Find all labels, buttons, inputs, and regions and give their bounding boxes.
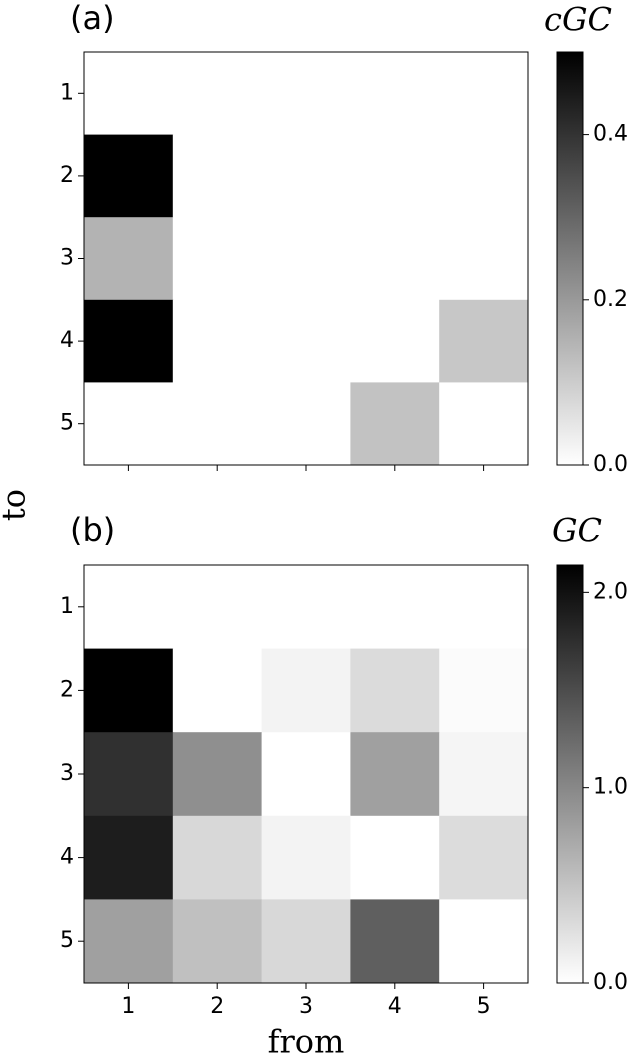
heatmap-cell bbox=[84, 299, 174, 383]
heatmap-cell bbox=[439, 565, 529, 650]
x-tick-label: 5 bbox=[477, 994, 491, 1019]
panel-label: (a) bbox=[70, 0, 115, 37]
heatmap-cell bbox=[172, 382, 263, 466]
heatmap-cell bbox=[350, 648, 440, 733]
colorbar-label: GC bbox=[552, 512, 602, 550]
heatmap-cell bbox=[172, 134, 263, 218]
heatmap-cell bbox=[439, 732, 529, 817]
heatmap-cell bbox=[350, 299, 440, 383]
heatmap-cell bbox=[261, 134, 351, 218]
heatmap-cell bbox=[350, 217, 440, 301]
y-tick-label: 3 bbox=[60, 246, 74, 271]
y-tick-label: 3 bbox=[60, 761, 74, 786]
heatmap-cell bbox=[84, 217, 174, 301]
heatmap-cell bbox=[439, 899, 529, 984]
heatmap-cell bbox=[84, 52, 174, 136]
heatmap-cell bbox=[439, 299, 529, 383]
heatmap-cell bbox=[261, 732, 351, 817]
colorbar-tick-label: 0.4 bbox=[593, 122, 628, 147]
heatmap-cell bbox=[172, 899, 263, 984]
y-tick-label: 1 bbox=[60, 80, 74, 105]
heatmap-cell bbox=[84, 648, 174, 733]
heatmap-cell bbox=[172, 815, 263, 900]
heatmap-cell bbox=[84, 815, 174, 900]
heatmap-cell bbox=[350, 815, 440, 900]
x-axis-label: from bbox=[268, 1023, 345, 1060]
heatmap-cell bbox=[261, 217, 351, 301]
heatmap-cell bbox=[350, 134, 440, 218]
x-tick-label: 1 bbox=[121, 994, 135, 1019]
heatmap-cell bbox=[172, 565, 263, 650]
heatmap-cell bbox=[439, 217, 529, 301]
heatmap-cell bbox=[439, 134, 529, 218]
heatmap-cell bbox=[439, 52, 529, 136]
panel-label: (b) bbox=[70, 511, 115, 549]
heatmap-cell bbox=[84, 565, 174, 650]
heatmap-cell bbox=[261, 299, 351, 383]
heatmap-cell bbox=[84, 382, 174, 466]
heatmap-cell bbox=[84, 732, 174, 817]
heatmap-cell bbox=[350, 899, 440, 984]
heatmap-cell bbox=[261, 565, 351, 650]
colorbar-tick-label: 1.0 bbox=[593, 775, 628, 800]
heatmap-cell bbox=[172, 299, 263, 383]
heatmap-cell bbox=[261, 815, 351, 900]
y-axis-label: to bbox=[0, 489, 33, 521]
heatmap-cell bbox=[172, 52, 263, 136]
heatmap-cell bbox=[439, 815, 529, 900]
y-tick-label: 2 bbox=[60, 677, 74, 702]
y-tick-label: 5 bbox=[60, 928, 74, 953]
heatmap-cell bbox=[439, 648, 529, 733]
heatmap-cell bbox=[84, 899, 174, 984]
y-tick-label: 4 bbox=[60, 845, 74, 870]
y-tick-label: 5 bbox=[60, 411, 74, 436]
y-tick-label: 4 bbox=[60, 328, 74, 353]
colorbar bbox=[556, 564, 584, 984]
heatmap-cell bbox=[84, 134, 174, 218]
colorbar-label: cGC bbox=[544, 1, 612, 39]
x-tick-label: 2 bbox=[210, 994, 224, 1019]
heatmap-cell bbox=[261, 899, 351, 984]
colorbar-tick-label: 0.0 bbox=[593, 970, 628, 995]
heatmap-cell bbox=[261, 382, 351, 466]
heatmap-cell bbox=[350, 382, 440, 466]
heatmap-cell bbox=[172, 217, 263, 301]
colorbar bbox=[556, 51, 584, 466]
heatmap-cell bbox=[172, 648, 263, 733]
y-tick-label: 2 bbox=[60, 163, 74, 188]
y-tick-label: 1 bbox=[60, 594, 74, 619]
heatmap-cell bbox=[261, 52, 351, 136]
heatmap-cell bbox=[439, 382, 529, 466]
colorbar-tick-label: 0.2 bbox=[593, 287, 628, 312]
x-tick-label: 3 bbox=[299, 994, 313, 1019]
heatmap-cell bbox=[350, 52, 440, 136]
heatmap-cell bbox=[350, 732, 440, 817]
colorbar-tick-label: 0.0 bbox=[593, 452, 628, 477]
heatmap-cell bbox=[261, 648, 351, 733]
x-tick-label: 4 bbox=[388, 994, 402, 1019]
colorbar-tick-label: 2.0 bbox=[593, 579, 628, 604]
heatmap-cell bbox=[172, 732, 263, 817]
heatmap-cell bbox=[350, 565, 440, 650]
